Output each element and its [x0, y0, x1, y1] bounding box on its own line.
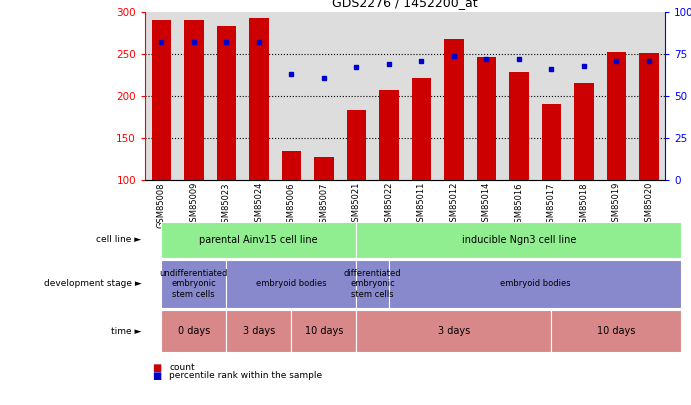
- Bar: [477, 58, 496, 180]
- Bar: [542, 104, 561, 180]
- Bar: [314, 157, 334, 180]
- Text: 10 days: 10 days: [597, 326, 636, 336]
- Text: 3 days: 3 days: [437, 326, 470, 336]
- Text: GSM85014: GSM85014: [482, 182, 491, 227]
- Text: development stage ►: development stage ►: [44, 279, 142, 288]
- Text: GSM85009: GSM85009: [189, 182, 198, 227]
- Text: GSM85012: GSM85012: [449, 182, 458, 227]
- Bar: [444, 39, 464, 180]
- Text: GSM85017: GSM85017: [547, 182, 556, 228]
- Text: parental Ainv15 cell line: parental Ainv15 cell line: [200, 235, 318, 245]
- Bar: [346, 110, 366, 180]
- Bar: [509, 72, 529, 180]
- Text: 3 days: 3 days: [243, 326, 275, 336]
- Text: GSM85006: GSM85006: [287, 182, 296, 228]
- Bar: [607, 52, 626, 180]
- Text: ■: ■: [152, 363, 161, 373]
- Text: 10 days: 10 days: [305, 326, 343, 336]
- Bar: [639, 53, 659, 180]
- Text: percentile rank within the sample: percentile rank within the sample: [169, 371, 322, 380]
- Text: GSM85016: GSM85016: [514, 182, 523, 228]
- Text: GSM85024: GSM85024: [254, 182, 263, 227]
- Text: GSM85008: GSM85008: [157, 182, 166, 228]
- Text: GSM85018: GSM85018: [579, 182, 588, 228]
- Text: ■: ■: [152, 371, 161, 381]
- Text: undifferentiated
embryonic
stem cells: undifferentiated embryonic stem cells: [160, 269, 228, 299]
- Text: GSM85011: GSM85011: [417, 182, 426, 227]
- Bar: [379, 90, 399, 180]
- Text: GSM85022: GSM85022: [384, 182, 393, 227]
- Text: embryoid bodies: embryoid bodies: [500, 279, 570, 288]
- Text: GSM85021: GSM85021: [352, 182, 361, 227]
- Bar: [216, 26, 236, 180]
- Bar: [249, 18, 269, 180]
- Text: GSM85019: GSM85019: [612, 182, 621, 227]
- Bar: [412, 77, 431, 180]
- Text: count: count: [169, 363, 195, 372]
- Text: differentiated
embryonic
stem cells: differentiated embryonic stem cells: [343, 269, 401, 299]
- Text: cell line ►: cell line ►: [97, 235, 142, 245]
- Text: 0 days: 0 days: [178, 326, 210, 336]
- Text: GSM85007: GSM85007: [319, 182, 328, 228]
- Text: inducible Ngn3 cell line: inducible Ngn3 cell line: [462, 235, 576, 245]
- Bar: [184, 20, 204, 180]
- Bar: [281, 151, 301, 180]
- Bar: [574, 83, 594, 180]
- Text: GSM85023: GSM85023: [222, 182, 231, 228]
- Text: embryoid bodies: embryoid bodies: [256, 279, 327, 288]
- Bar: [151, 19, 171, 180]
- Title: GDS2276 / 1452200_at: GDS2276 / 1452200_at: [332, 0, 477, 9]
- Text: GSM85020: GSM85020: [644, 182, 653, 227]
- Text: time ►: time ►: [111, 326, 142, 335]
